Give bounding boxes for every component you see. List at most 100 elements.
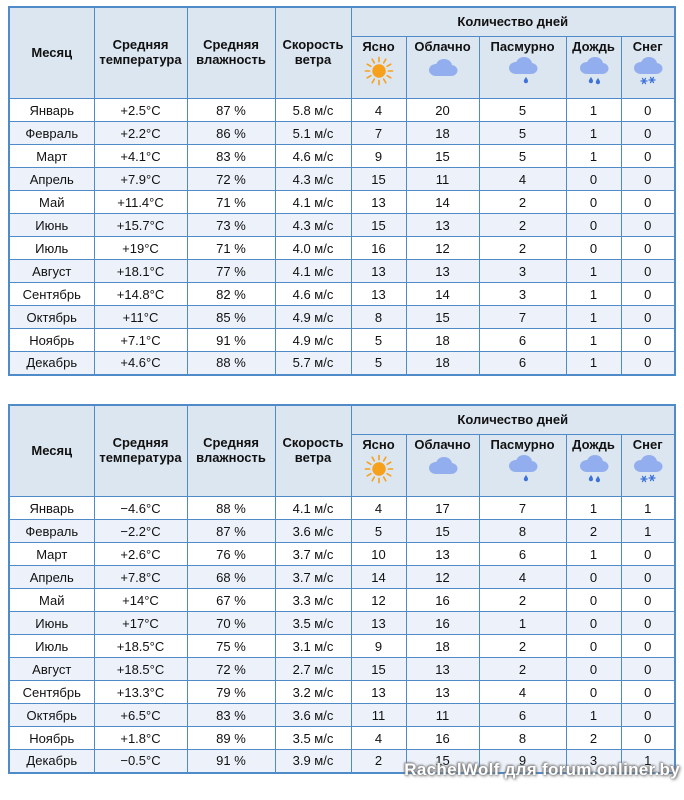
value-cell: 11 — [350, 703, 407, 727]
value-cell: 71 % — [186, 236, 276, 260]
value-cell: 0 — [620, 259, 676, 283]
value-cell: 87 % — [186, 519, 276, 543]
value-cell: 67 % — [186, 588, 276, 612]
value-cell: 83 % — [186, 703, 276, 727]
value-cell: 4.6 м/с — [274, 144, 352, 168]
value-cell: 13 — [405, 657, 480, 681]
col-header-month: Месяц — [8, 404, 95, 497]
value-cell: +7.9°C — [93, 167, 188, 191]
value-cell: 12 — [405, 565, 480, 589]
value-cell: 0 — [620, 305, 676, 329]
col-header-avg-temperature: Средняя температура — [93, 6, 188, 99]
value-cell: 3.7 м/с — [274, 565, 352, 589]
value-cell: 0 — [620, 680, 676, 704]
value-cell: 1 — [565, 98, 622, 122]
value-cell: 16 — [405, 726, 480, 750]
value-cell: 15 — [405, 305, 480, 329]
sun-icon — [364, 56, 393, 86]
value-cell: 0 — [620, 726, 676, 750]
value-cell: 20 — [405, 98, 480, 122]
table-row: Декабрь +4.6°C 88 % 5.7 м/с 5 18 6 1 0 — [8, 351, 676, 375]
col-header-overcast: Пасмурно — [478, 434, 567, 497]
table-row: Апрель +7.9°C 72 % 4.3 м/с 15 11 4 0 0 — [8, 167, 676, 191]
value-cell: 0 — [620, 611, 676, 635]
value-cell: 0 — [620, 190, 676, 214]
value-cell: 1 — [478, 611, 567, 635]
value-cell: 3.6 м/с — [274, 519, 352, 543]
value-cell: 4.1 м/с — [274, 496, 352, 520]
value-cell: 4 — [478, 565, 567, 589]
value-cell: +2.6°C — [93, 542, 188, 566]
value-cell: 0 — [565, 190, 622, 214]
cloud-snow-icon — [633, 56, 663, 85]
value-cell: 4 — [478, 680, 567, 704]
col-header-clear: Ясно — [350, 36, 407, 99]
value-cell: 13 — [350, 611, 407, 635]
table-row: Июнь +17°C 70 % 3.5 м/с 13 16 1 0 0 — [8, 611, 676, 635]
value-cell: 5 — [350, 351, 407, 375]
value-cell: +1.8°C — [93, 726, 188, 750]
value-cell: 15 — [350, 167, 407, 191]
value-cell: 8 — [478, 519, 567, 543]
value-cell: 73 % — [186, 213, 276, 237]
table-row: Сентябрь +13.3°C 79 % 3.2 м/с 13 13 4 0 0 — [8, 680, 676, 704]
value-cell: 1 — [565, 496, 622, 520]
value-cell: 85 % — [186, 305, 276, 329]
value-cell: −0.5°C — [93, 749, 188, 773]
month-cell: Март — [8, 144, 95, 168]
value-cell: 2 — [478, 657, 567, 681]
value-cell: 3.1 м/с — [274, 634, 352, 658]
value-cell: 4 — [350, 98, 407, 122]
value-cell: 8 — [350, 305, 407, 329]
value-cell: 4.3 м/с — [274, 167, 352, 191]
snow-label: Снег — [632, 39, 663, 54]
value-cell: 77 % — [186, 259, 276, 283]
value-cell: 0 — [620, 98, 676, 122]
value-cell: 15 — [405, 749, 480, 773]
value-cell: 0 — [620, 542, 676, 566]
value-cell: 1 — [565, 351, 622, 375]
value-cell: 4.9 м/с — [274, 305, 352, 329]
cloud-icon — [428, 58, 457, 76]
value-cell: +4.1°C — [93, 144, 188, 168]
value-cell: +4.6°C — [93, 351, 188, 375]
table-row: Октябрь +11°C 85 % 4.9 м/с 8 15 7 1 0 — [8, 305, 676, 329]
value-cell: 0 — [565, 167, 622, 191]
value-cell: 6 — [478, 328, 567, 352]
value-cell: 0 — [565, 213, 622, 237]
value-cell: 3.7 м/с — [274, 542, 352, 566]
month-cell: Сентябрь — [8, 282, 95, 306]
climate-table-2: Месяц Средняя температура Средняя влажно… — [8, 404, 676, 774]
value-cell: 2 — [478, 634, 567, 658]
table-row: Июль +19°C 71 % 4.0 м/с 16 12 2 0 0 — [8, 236, 676, 260]
overcast-label: Пасмурно — [490, 39, 555, 54]
col-header-clear: Ясно — [350, 434, 407, 497]
value-cell: 18 — [405, 634, 480, 658]
value-cell: 3.3 м/с — [274, 588, 352, 612]
value-cell: 91 % — [186, 328, 276, 352]
col-header-snow: Снег — [620, 36, 676, 99]
cloudy-label: Облачно — [414, 437, 471, 452]
value-cell: 16 — [350, 236, 407, 260]
col-header-rain: Дождь — [565, 434, 622, 497]
value-cell: 5 — [350, 519, 407, 543]
value-cell: 6 — [478, 703, 567, 727]
value-cell: 13 — [405, 213, 480, 237]
value-cell: 4 — [350, 726, 407, 750]
rain-label: Дождь — [572, 437, 615, 452]
value-cell: 0 — [565, 634, 622, 658]
value-cell: 2 — [565, 726, 622, 750]
value-cell: 1 — [620, 749, 676, 773]
value-cell: 9 — [350, 634, 407, 658]
value-cell: 11 — [405, 167, 480, 191]
value-cell: 13 — [405, 259, 480, 283]
value-cell: 82 % — [186, 282, 276, 306]
value-cell: 0 — [620, 657, 676, 681]
value-cell: 14 — [405, 190, 480, 214]
table-row: Август +18.1°C 77 % 4.1 м/с 13 13 3 1 0 — [8, 259, 676, 283]
value-cell: 15 — [350, 213, 407, 237]
value-cell: +2.5°C — [93, 98, 188, 122]
value-cell: +14.8°C — [93, 282, 188, 306]
sun-icon — [364, 454, 393, 484]
value-cell: 0 — [565, 236, 622, 260]
